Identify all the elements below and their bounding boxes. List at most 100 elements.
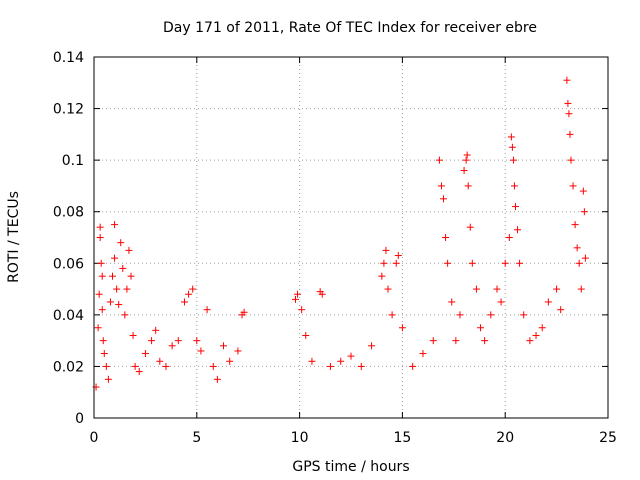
data-point: [572, 221, 579, 228]
data-point: [142, 350, 149, 357]
data-point: [481, 337, 488, 344]
data-point: [461, 167, 468, 174]
data-point: [409, 363, 416, 370]
x-tick-label: 20: [496, 430, 514, 446]
data-point: [430, 337, 437, 344]
data-point: [539, 324, 546, 331]
data-point: [533, 332, 540, 339]
data-point: [189, 286, 196, 293]
data-point: [502, 260, 509, 267]
data-point: [136, 368, 143, 375]
chart-title: Day 171 of 2011, Rate Of TEC Index for r…: [163, 20, 537, 36]
y-tick-label: 0.06: [53, 256, 84, 272]
data-point: [576, 260, 583, 267]
data-point: [510, 157, 517, 164]
x-axis-ticks: 0 5 10 15 20 25: [90, 57, 617, 446]
data-point: [130, 332, 137, 339]
y-tick-label: 0.02: [53, 359, 84, 375]
data-point: [526, 337, 533, 344]
y-tick-label: 0.04: [53, 308, 84, 324]
data-point: [125, 247, 132, 254]
data-point: [115, 301, 122, 308]
data-point: [456, 311, 463, 318]
data-point: [436, 157, 443, 164]
y-tick-label: 0.08: [53, 205, 84, 221]
data-point: [119, 265, 126, 272]
data-point: [473, 286, 480, 293]
data-point: [508, 133, 515, 140]
data-point: [169, 342, 176, 349]
data-point: [111, 255, 118, 262]
y-tick-label: 0.14: [53, 50, 84, 66]
data-point: [514, 226, 521, 233]
data-point: [101, 350, 108, 357]
data-point: [557, 306, 564, 313]
data-point: [582, 255, 589, 262]
data-point: [506, 234, 513, 241]
data-point: [175, 337, 182, 344]
y-tick-label: 0: [75, 411, 84, 427]
data-point: [348, 353, 355, 360]
data-point: [440, 195, 447, 202]
data-point: [563, 77, 570, 84]
data-point: [553, 286, 560, 293]
data-point: [578, 286, 585, 293]
data-point: [96, 291, 103, 298]
data-point: [511, 182, 518, 189]
data-point: [302, 332, 309, 339]
data-point: [109, 273, 116, 280]
data-point: [220, 342, 227, 349]
data-point: [162, 363, 169, 370]
data-point: [395, 252, 402, 259]
data-point: [103, 363, 110, 370]
data-point: [234, 347, 241, 354]
data-point: [463, 157, 470, 164]
data-point: [477, 324, 484, 331]
data-point: [298, 306, 305, 313]
data-point: [565, 110, 572, 117]
data-point: [100, 337, 107, 344]
x-tick-label: 5: [192, 430, 201, 446]
y-axis-label: ROTI / TECUs: [6, 191, 22, 283]
data-point: [493, 286, 500, 293]
grid-lines: [94, 57, 608, 418]
data-point: [465, 182, 472, 189]
data-points: [93, 77, 589, 391]
data-point: [467, 224, 474, 231]
data-point: [358, 363, 365, 370]
data-point: [105, 376, 112, 383]
data-point: [95, 324, 102, 331]
data-point: [226, 358, 233, 365]
plot-frame: [94, 57, 608, 418]
data-point: [123, 286, 130, 293]
roti-scatter-chart: Day 171 of 2011, Rate Of TEC Index for r…: [0, 0, 640, 480]
data-point: [193, 337, 200, 344]
data-point: [399, 324, 406, 331]
data-point: [448, 298, 455, 305]
data-point: [97, 224, 104, 231]
data-point: [111, 221, 118, 228]
data-point: [378, 273, 385, 280]
data-point: [99, 306, 106, 313]
y-tick-label: 0.1: [62, 153, 84, 169]
data-point: [181, 298, 188, 305]
data-point: [520, 311, 527, 318]
data-point: [516, 260, 523, 267]
data-point: [567, 157, 574, 164]
x-axis-label: GPS time / hours: [292, 459, 409, 475]
data-point: [512, 203, 519, 210]
data-point: [308, 358, 315, 365]
data-point: [148, 337, 155, 344]
data-point: [509, 144, 516, 151]
data-point: [382, 247, 389, 254]
data-point: [99, 273, 106, 280]
data-point: [498, 298, 505, 305]
data-point: [152, 327, 159, 334]
data-point: [121, 311, 128, 318]
x-tick-label: 15: [393, 430, 411, 446]
data-point: [564, 100, 571, 107]
data-point: [97, 234, 104, 241]
data-point: [419, 350, 426, 357]
data-point: [113, 286, 120, 293]
data-point: [204, 306, 211, 313]
